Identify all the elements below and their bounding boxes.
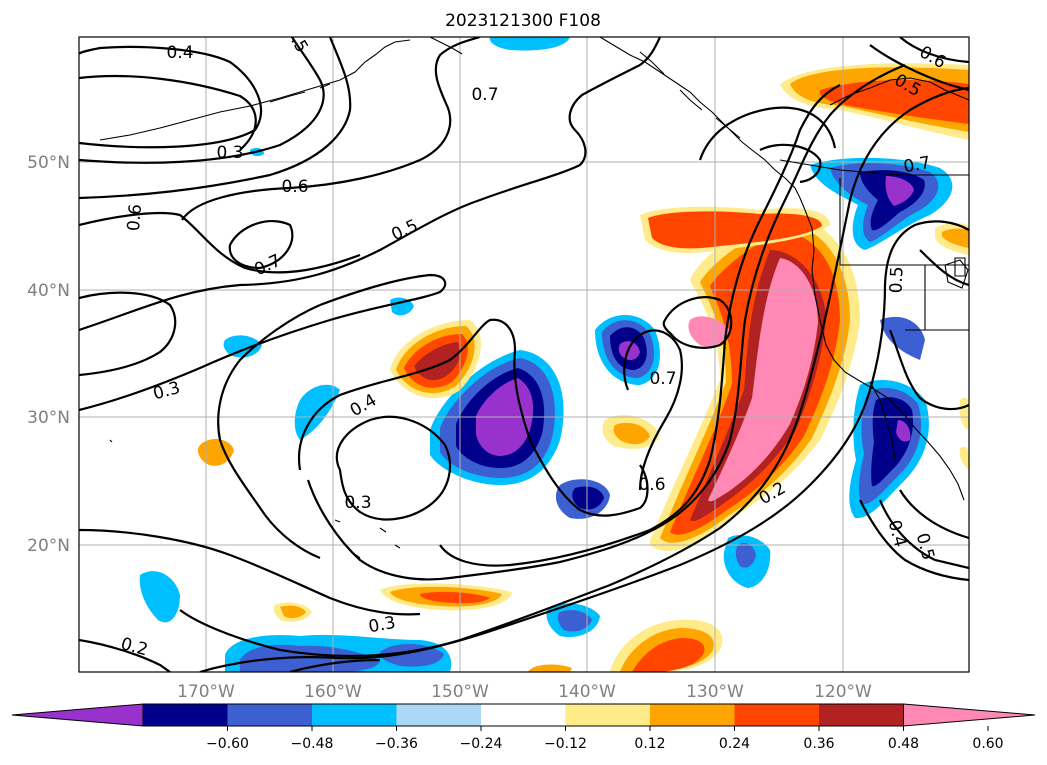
contour-label: 0.6 [638,475,665,495]
contour-label: 0.6 [281,177,308,197]
lat-tick-label: 30°N [27,408,70,428]
map-panel: 0.4 0.3 0.6 0.6 0.7 0.5 0.7 0.3 0.4 0.3 … [79,37,969,672]
colorbar-segment [565,704,651,726]
contour-label: 0.7 [471,85,498,105]
lon-tick-label: 150°W [431,682,489,702]
colorbar-tick-label: −0.36 [375,736,418,752]
colorbar-segment [312,704,397,726]
colorbar: −0.60 −0.48 −0.36 −0.24 −0.12 0.12 0.24 0.36 0.4… [11,703,1036,752]
colorbar-tick-label: −0.24 [460,736,503,752]
colorbar-tick-label: −0.60 [206,736,249,752]
colorbar-segment [227,704,313,726]
contour-label: 0.5 [887,266,908,294]
lat-tick-label: 50°N [27,153,70,173]
lon-tick-labels: 170°W 160°W 150°W 140°W 130°W 120°W [177,682,872,702]
contour-lines [79,37,969,672]
colorbar-tick-label: 0.12 [634,736,665,752]
colorbar-tick-label: 0.24 [719,736,750,752]
colorbar-segment [650,704,735,726]
lon-tick-label: 130°W [686,682,744,702]
colorbar-tick-label: 0.60 [972,736,1003,752]
colorbar-segment [143,704,228,726]
contour-label: 0.4 [166,43,193,63]
colorbar-segment [396,704,482,726]
lon-tick-label: 160°W [304,682,362,702]
lat-tick-label: 40°N [27,281,70,301]
lon-tick-label: 120°W [814,682,872,702]
colorbar-tick-label: −0.12 [544,736,587,752]
contour-label: 0.7 [649,369,676,389]
colorbar-extend-low [11,703,144,727]
colorbar-segment [819,704,904,726]
colorbar-tick-label: 0.36 [803,736,834,752]
map-frame [78,36,970,673]
map-title: 2023121300 F108 [445,11,601,31]
lat-tick-label: 20°N [27,536,70,556]
colorbar-segment [734,704,820,726]
colorbar-extend-high [903,703,1036,727]
coastlines [99,37,969,559]
colorbar-segment [481,704,566,726]
colorbar-tick-label: 0.48 [888,736,919,752]
contour-label: 0.3 [216,143,243,163]
contour-label: 0.6 [124,203,146,232]
colorbar-outline [142,703,904,727]
lon-tick-label: 170°W [177,682,235,702]
gridlines [79,37,969,672]
lat-tick-labels: 50°N 40°N 30°N 20°N [27,153,70,556]
contour-label: 0.3 [367,613,397,637]
lon-tick-label: 140°W [558,682,616,702]
contour-label: 0.7 [902,153,932,177]
colorbar-tick-label: −0.48 [291,736,334,752]
contour-label: 0.3 [344,493,371,513]
